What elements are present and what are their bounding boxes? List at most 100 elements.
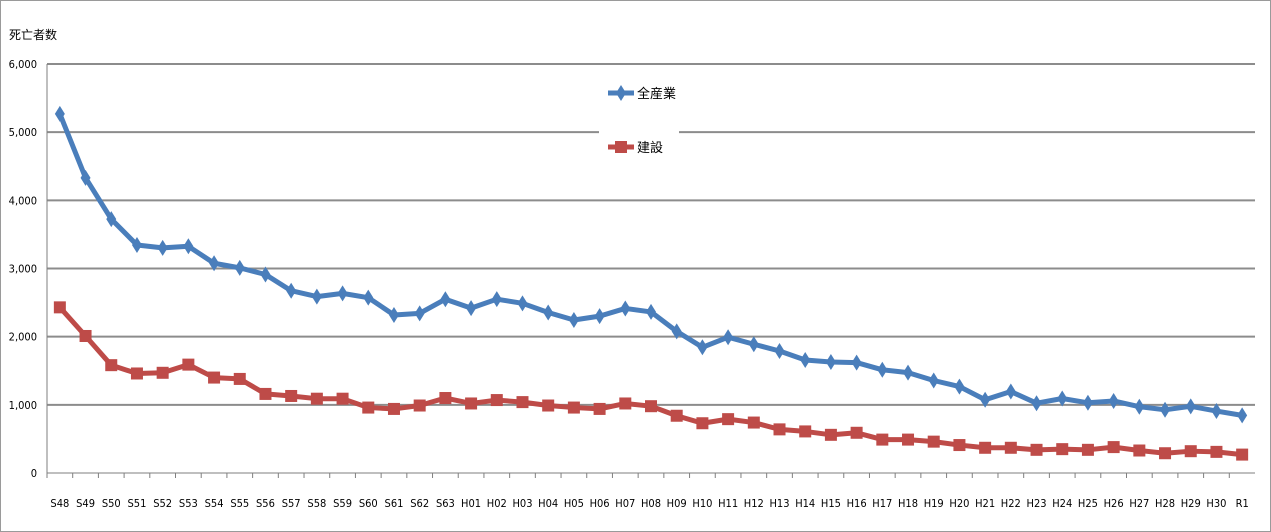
legend-label: 建設 [637,140,663,156]
data-point [851,354,862,371]
data-point [723,329,734,346]
x-tick-label: H28 [1155,497,1175,510]
x-tick-label: H05 [564,497,584,510]
x-tick-label: H27 [1129,497,1149,510]
y-tick-label: 6,000 [9,58,37,71]
data-point [697,339,708,356]
x-tick-label: R1 [1236,497,1249,510]
data-point [568,311,579,328]
data-point [953,439,966,452]
data-point [1185,398,1196,415]
x-tick-label: H15 [821,497,841,510]
data-point [542,399,555,412]
x-tick-label: S60 [359,497,378,510]
data-point [1237,407,1248,424]
y-tick-label: 0 [31,467,37,480]
data-point [722,413,735,426]
data-point [286,282,297,299]
data-point [285,389,298,402]
data-point [79,329,92,342]
x-tick-label: H22 [1001,497,1021,510]
x-tick-label: H09 [667,497,687,510]
y-tick-label: 3,000 [9,263,37,276]
data-point [773,423,786,436]
data-point [543,304,554,321]
x-tick-label: H14 [795,497,815,510]
x-tick-label: S51 [128,497,147,510]
x-tick-label: S52 [153,497,172,510]
data-point [696,417,709,430]
data-point [490,394,503,407]
x-tick-label: S56 [256,497,275,510]
data-point [54,105,65,122]
data-point [491,291,502,308]
x-tick-label: H21 [975,497,995,510]
data-point [1134,398,1145,415]
data-point [979,441,992,454]
x-tick-label: H10 [692,497,712,510]
x-tick-label: H24 [1052,497,1072,510]
series-layer [53,105,1249,461]
data-point [619,397,632,410]
data-point [774,342,785,359]
data-point [902,433,915,446]
x-tick-label: H04 [538,497,558,510]
x-tick-label: S50 [102,497,121,510]
data-point [260,266,271,283]
data-point [1210,445,1223,458]
data-point [1005,383,1016,400]
data-point [1057,390,1068,407]
data-point [1107,441,1120,454]
data-point [1031,395,1042,412]
legend-marker [616,85,626,101]
data-point [800,351,811,368]
x-tick-label: S61 [385,497,404,510]
x-tick-label: H07 [615,497,635,510]
x-tick-label: S58 [307,497,326,510]
data-point [363,289,374,306]
x-tick-label: H16 [847,497,867,510]
data-point [466,300,477,317]
x-tick-label: S53 [179,497,198,510]
y-tick-label: 2,000 [9,331,37,344]
data-point [1082,394,1093,411]
data-point [130,367,143,380]
data-point [388,306,399,323]
data-point [311,288,322,305]
data-point [516,396,529,409]
data-point [336,392,349,405]
data-point [183,238,194,255]
x-tick-label: S62 [410,497,429,510]
legend-marker [615,141,627,153]
data-point [1236,448,1249,461]
data-point [670,409,683,422]
x-tick-label: H01 [461,497,481,510]
legend-label: 全産業 [637,86,676,102]
x-tick-label: H17 [872,497,892,510]
data-point [182,358,195,371]
y-tick-label: 1,000 [9,399,37,412]
data-point [877,361,888,378]
data-point [646,303,656,320]
data-point [850,426,863,439]
x-tick-label: H25 [1078,497,1098,510]
x-tick-label: H26 [1104,497,1124,510]
data-point [413,399,426,412]
data-point [799,425,812,438]
data-point [748,336,759,353]
data-point [1184,445,1197,458]
x-tick-label: S48 [50,497,69,510]
data-point [824,428,837,441]
data-point [156,366,169,379]
x-tick-label: H18 [898,497,918,510]
x-tick-label: H08 [641,497,661,510]
data-point [310,392,323,405]
data-point [594,308,605,325]
data-point [1108,392,1119,409]
data-point [671,323,682,340]
data-point [1004,441,1017,454]
data-point [567,401,580,414]
